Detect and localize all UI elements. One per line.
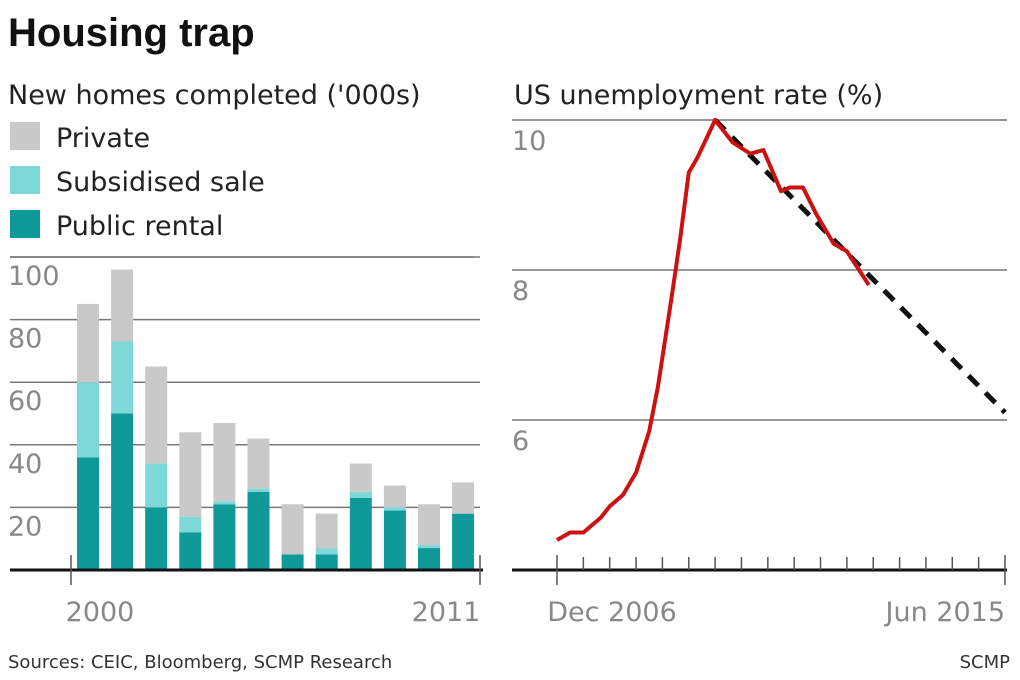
legend-swatch — [10, 122, 40, 150]
credit: SCMP — [960, 652, 1011, 673]
bar-subsidised-sale — [418, 544, 440, 549]
y-tick-label: 60 — [8, 386, 42, 417]
series-line-trend — [713, 118, 1007, 415]
bar-public-rental — [383, 510, 406, 570]
y-tick-label: 20 — [8, 511, 42, 542]
y-tick-label: 10 — [512, 126, 546, 157]
bar-private — [145, 366, 168, 464]
bar-public-rental — [281, 554, 304, 570]
legend-label: Public rental — [56, 211, 223, 242]
bar-private — [179, 432, 202, 517]
y-tick-label: 80 — [8, 324, 42, 355]
bar-chart: 20 40 60 80 100 2000 2011 — [8, 256, 483, 628]
bar-private — [281, 504, 304, 555]
series-line-actual — [556, 118, 871, 542]
bar-subsidised-sale — [213, 501, 236, 505]
bar-private — [247, 438, 270, 489]
bar-public-rental — [418, 548, 440, 570]
left-chart-title: New homes completed ('000s) — [8, 80, 421, 111]
bar-private — [349, 463, 372, 492]
x-tick-label: 2011 — [412, 597, 481, 628]
bar-public-rental — [452, 513, 475, 570]
bar-subsidised-sale — [111, 341, 134, 414]
bar-subsidised-sale — [247, 488, 270, 492]
y-tick-label: 6 — [512, 426, 529, 457]
figure-title: Housing trap — [8, 11, 255, 55]
bar-private — [111, 269, 134, 342]
bar-private — [452, 482, 475, 514]
bar-private — [315, 513, 338, 549]
y-tick-label: 8 — [512, 276, 529, 307]
bar-private — [213, 422, 236, 502]
x-tick-label: Dec 2006 — [547, 597, 677, 628]
bar-subsidised-sale — [77, 382, 99, 458]
bar-private — [383, 485, 406, 508]
bar-subsidised-sale — [145, 463, 168, 508]
legend-label: Subsidised sale — [56, 167, 265, 198]
bar-public-rental — [111, 413, 134, 570]
y-tick-label: 100 — [8, 261, 60, 292]
right-chart-title: US unemployment rate (%) — [514, 80, 883, 111]
x-tick-label: Jun 2015 — [884, 597, 1005, 628]
bar-public-rental — [213, 504, 236, 570]
bar-subsidised-sale — [349, 491, 372, 499]
bar-public-rental — [77, 457, 99, 570]
bar-private — [77, 303, 99, 383]
legend: Private Subsidised sale Public rental — [10, 122, 265, 242]
bar-public-rental — [247, 491, 270, 570]
legend-swatch — [10, 210, 40, 238]
bar-public-rental — [179, 532, 202, 570]
legend-swatch — [10, 166, 40, 194]
bar-public-rental — [145, 507, 168, 570]
bar-public-rental — [315, 554, 338, 570]
legend-label: Private — [56, 123, 150, 154]
x-tick-label: 2000 — [66, 597, 135, 628]
line-chart: 6 8 10 Dec 2006 Jun 2015 — [512, 118, 1007, 628]
bar-subsidised-sale — [315, 548, 338, 555]
y-tick-label: 40 — [8, 449, 42, 480]
bar-private — [418, 504, 440, 545]
bar-subsidised-sale — [179, 516, 202, 533]
bar-subsidised-sale — [383, 507, 406, 511]
sources-note: Sources: CEIC, Bloomberg, SCMP Research — [8, 652, 392, 673]
bar-public-rental — [349, 498, 372, 570]
